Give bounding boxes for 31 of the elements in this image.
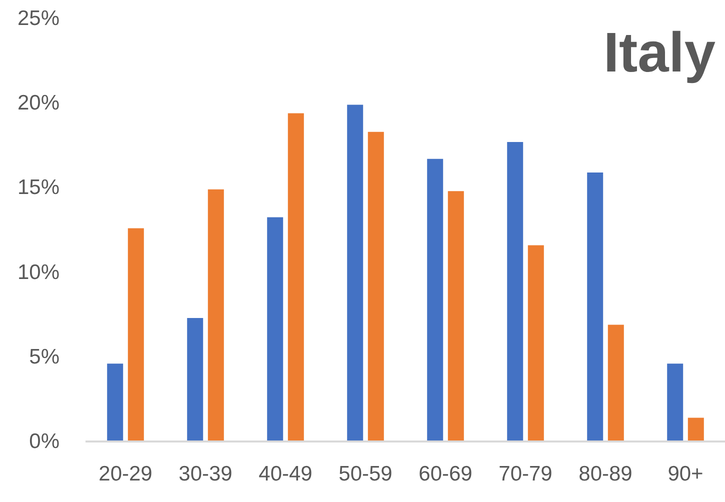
x-tick-label: 50-59 (338, 462, 392, 486)
x-tick-label: 90+ (668, 462, 704, 486)
x-tick-label: 20-29 (98, 462, 152, 486)
y-tick-label: 20% (17, 92, 60, 115)
x-tick-label: 80-89 (578, 462, 632, 486)
y-tick-label: 0% (29, 430, 60, 453)
bar (347, 104, 364, 442)
bar (608, 324, 624, 442)
bar (208, 189, 224, 442)
x-tick-label: 60-69 (418, 462, 472, 486)
bar (667, 364, 684, 442)
bar (587, 172, 604, 442)
x-tick-label: 40-49 (258, 462, 312, 486)
bar (368, 132, 384, 442)
y-tick-label: 5% (29, 345, 60, 368)
bar (507, 142, 524, 442)
bar (427, 158, 444, 442)
x-tick-label: 30-39 (178, 462, 232, 486)
y-tick-label: 25% (17, 7, 60, 30)
chart-title: Italy (603, 20, 716, 84)
bar (288, 113, 304, 442)
y-tick-label: 15% (17, 176, 60, 200)
bar (688, 418, 704, 442)
bar (128, 228, 144, 442)
bar (267, 217, 284, 442)
x-tick-label: 70-79 (498, 462, 552, 486)
bar (528, 245, 544, 442)
bar (187, 318, 204, 442)
bar (107, 364, 124, 442)
bar (448, 191, 464, 442)
y-tick-label: 10% (17, 260, 60, 284)
